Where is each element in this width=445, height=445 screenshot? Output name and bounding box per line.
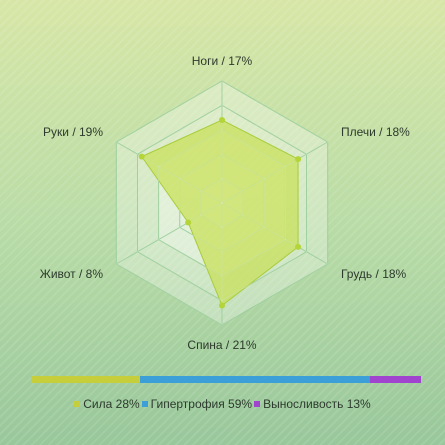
axis-label-1: Ноги / 17% bbox=[192, 54, 253, 68]
split-segment-2 bbox=[140, 376, 371, 383]
axis-label-5: Живот / 8% bbox=[40, 267, 104, 281]
web-spoke bbox=[116, 141, 223, 204]
web-spoke bbox=[221, 141, 328, 204]
legend-item-3: Выносливость 13% bbox=[254, 397, 371, 411]
axis-labels: Ноги / 17% Плечи / 18% Грудь / 18% Спина / … bbox=[40, 54, 410, 352]
data-point bbox=[295, 156, 302, 163]
data-point bbox=[219, 117, 225, 124]
web-spoke bbox=[116, 202, 223, 265]
legend: Сила 28% Гипертрофия 59% Выносливость 13% bbox=[0, 397, 445, 411]
split-bar bbox=[31, 376, 421, 383]
legend-label: Гипертрофия 59% bbox=[150, 397, 253, 411]
web-ring bbox=[158, 129, 286, 277]
data-point bbox=[185, 219, 192, 226]
web-spoke bbox=[221, 202, 328, 265]
data-point bbox=[138, 153, 145, 160]
web-ring bbox=[115, 80, 329, 326]
legend-label: Выносливость 13% bbox=[263, 397, 371, 411]
legend-item-1: Сила 28% bbox=[74, 397, 140, 411]
web-ring bbox=[200, 178, 244, 228]
split-segment-3 bbox=[370, 376, 421, 383]
data-point bbox=[219, 302, 225, 309]
axis-label-2: Плечи / 18% bbox=[341, 125, 410, 139]
legend-swatch bbox=[254, 401, 261, 407]
data-point bbox=[295, 243, 302, 250]
legend-label: Сила 28% bbox=[83, 397, 140, 411]
split-segment-1 bbox=[31, 376, 141, 383]
axis-label-4: Спина / 21% bbox=[187, 338, 257, 352]
legend-swatch bbox=[74, 401, 81, 407]
axis-label-6: Руки / 19% bbox=[43, 125, 103, 139]
web-ring bbox=[179, 153, 265, 253]
web-ring bbox=[137, 104, 307, 302]
legend-swatch bbox=[141, 401, 148, 407]
legend-item-2: Гипертрофия 59% bbox=[141, 397, 253, 411]
axis-label-3: Грудь / 18% bbox=[341, 267, 407, 281]
radar-series bbox=[115, 80, 329, 326]
